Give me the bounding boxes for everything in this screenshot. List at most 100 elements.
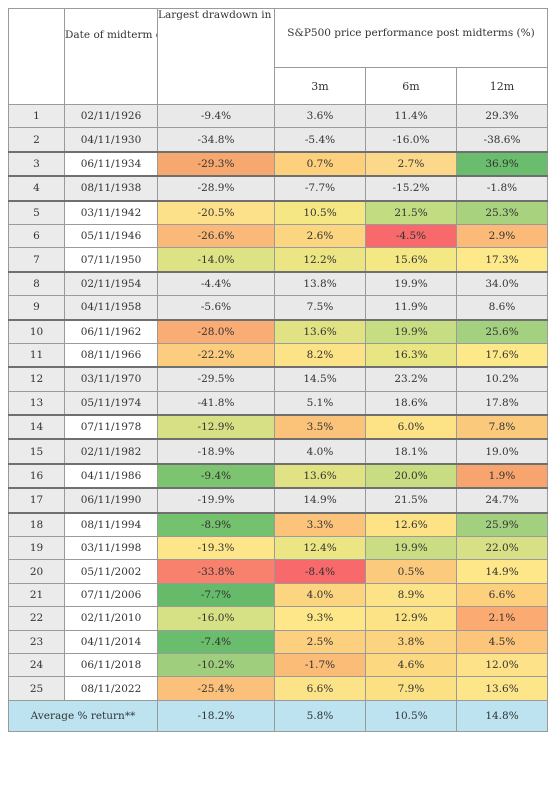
cell-6m: 3.8% (365, 629, 457, 654)
row-number: 4 (8, 175, 65, 202)
cell-3m: 4.0% (274, 582, 366, 608)
row-number: 14 (8, 414, 65, 440)
cell-drawdown: -33.8% (157, 559, 275, 584)
cell-drawdown: -10.2% (157, 652, 275, 678)
cell-3m: 13.6% (274, 462, 366, 489)
row-date: 04/11/2014 (64, 629, 158, 654)
table-row: 12 03/11/1970 -29.5% 14.5% 23.2% 10.2% (8, 366, 548, 392)
row-number: 7 (8, 247, 65, 273)
cell-12m: 2.9% (456, 223, 548, 249)
row-number: 11 (8, 342, 65, 368)
cell-6m: 23.2% (365, 366, 457, 392)
cell-6m: 8.9% (365, 582, 457, 608)
cell-12m: 6.6% (456, 582, 548, 608)
header-performance: S&P500 price performance post midterms (… (274, 8, 548, 68)
cell-12m: 29.3% (456, 103, 548, 129)
row-date: 06/11/1934 (64, 150, 158, 177)
cell-drawdown: -7.4% (157, 629, 275, 654)
cell-3m: -8.4% (274, 559, 366, 584)
row-date: 02/11/1982 (64, 438, 158, 465)
row-date: 04/11/1958 (64, 295, 158, 321)
row-number: 20 (8, 559, 65, 584)
cell-12m: 13.6% (456, 676, 548, 701)
table-row: 2 04/11/1930 -34.8% -5.4% -16.0% -38.6% (8, 127, 548, 153)
cell-3m: 0.7% (274, 150, 366, 177)
cell-drawdown: -7.7% (157, 582, 275, 608)
header-blank-cell (8, 8, 65, 105)
table-row: 15 02/11/1982 -18.9% 4.0% 18.1% 19.0% (8, 438, 548, 465)
header-row: Date of midterm election Largest drawdow… (8, 8, 548, 105)
row-date: 04/11/1986 (64, 462, 158, 489)
cell-12m: 17.8% (456, 390, 548, 416)
cell-drawdown: -19.9% (157, 487, 275, 514)
cell-3m: 3.5% (274, 414, 366, 440)
table-row: 6 05/11/1946 -26.6% 2.6% -4.5% 2.9% (8, 223, 548, 249)
row-date: 06/11/1990 (64, 487, 158, 514)
row-date: 03/11/1970 (64, 366, 158, 392)
row-number: 1 (8, 103, 65, 129)
row-date: 04/11/1930 (64, 127, 158, 153)
cell-12m: 17.6% (456, 342, 548, 368)
cell-12m: -38.6% (456, 127, 548, 153)
cell-6m: 11.4% (365, 103, 457, 129)
subheader-row: 3m 6m 12m (9, 67, 548, 105)
table-row: 23 04/11/2014 -7.4% 2.5% 3.8% 4.5% (8, 629, 548, 654)
cell-3m: 2.6% (274, 223, 366, 249)
cell-12m: 25.3% (456, 199, 548, 225)
cell-12m: 34.0% (456, 270, 548, 297)
table-row: 20 05/11/2002 -33.8% -8.4% 0.5% 14.9% (8, 559, 548, 584)
cell-drawdown: -28.9% (157, 175, 275, 202)
row-date: 02/11/1954 (64, 270, 158, 297)
average-label: Average % return** (8, 699, 158, 732)
average-drawdown: -18.2% (157, 699, 275, 732)
cell-6m: 15.6% (365, 247, 457, 273)
cell-6m: 12.9% (365, 606, 457, 631)
row-date: 08/11/1966 (64, 342, 158, 368)
cell-drawdown: -20.5% (157, 199, 275, 225)
cell-6m: 19.9% (365, 270, 457, 297)
row-date: 08/11/1938 (64, 175, 158, 202)
cell-3m: 14.9% (274, 487, 366, 514)
row-date: 07/11/1950 (64, 247, 158, 273)
cell-3m: 10.5% (274, 199, 366, 225)
row-date: 06/11/1962 (64, 318, 158, 344)
average-3m: 5.8% (274, 699, 366, 732)
row-number: 17 (8, 487, 65, 514)
cell-12m: 8.6% (456, 295, 548, 321)
table-row: 19 03/11/1998 -19.3% 12.4% 19.9% 22.0% (8, 536, 548, 561)
cell-12m: -1.8% (456, 175, 548, 202)
row-number: 8 (8, 270, 65, 297)
cell-3m: 3.3% (274, 511, 366, 538)
cell-3m: 8.2% (274, 342, 366, 368)
cell-drawdown: -8.9% (157, 511, 275, 538)
table-row: 21 07/11/2006 -7.7% 4.0% 8.9% 6.6% (8, 582, 548, 608)
table-row: 10 06/11/1962 -28.0% 13.6% 19.9% 25.6% (8, 318, 548, 344)
cell-6m: 2.7% (365, 150, 457, 177)
row-number: 25 (8, 676, 65, 701)
header-period-3m: 3m (274, 67, 366, 105)
table-row: 8 02/11/1954 -4.4% 13.8% 19.9% 34.0% (8, 270, 548, 297)
cell-12m: 36.9% (456, 150, 548, 177)
table-row: 17 06/11/1990 -19.9% 14.9% 21.5% 24.7% (8, 487, 548, 514)
average-6m: 10.5% (365, 699, 457, 732)
cell-6m: 16.3% (365, 342, 457, 368)
cell-3m: 4.0% (274, 438, 366, 465)
cell-drawdown: -41.8% (157, 390, 275, 416)
table-row: 25 08/11/2022 -25.4% 6.6% 7.9% 13.6% (8, 676, 548, 701)
average-row: Average % return** -18.2% 5.8% 10.5% 14.… (8, 699, 548, 732)
table-row: 9 04/11/1958 -5.6% 7.5% 11.9% 8.6% (8, 295, 548, 321)
table-row: 4 08/11/1938 -28.9% -7.7% -15.2% -1.8% (8, 175, 548, 202)
row-date: 08/11/1994 (64, 511, 158, 538)
cell-12m: 24.7% (456, 487, 548, 514)
cell-6m: 18.1% (365, 438, 457, 465)
cell-drawdown: -5.6% (157, 295, 275, 321)
table-row: 22 02/11/2010 -16.0% 9.3% 12.9% 2.1% (8, 606, 548, 631)
table-row: 1 02/11/1926 -9.4% 3.6% 11.4% 29.3% (8, 103, 548, 129)
row-number: 9 (8, 295, 65, 321)
row-number: 22 (8, 606, 65, 631)
cell-12m: 12.0% (456, 652, 548, 678)
cell-6m: 7.9% (365, 676, 457, 701)
cell-12m: 25.6% (456, 318, 548, 344)
cell-drawdown: -12.9% (157, 414, 275, 440)
